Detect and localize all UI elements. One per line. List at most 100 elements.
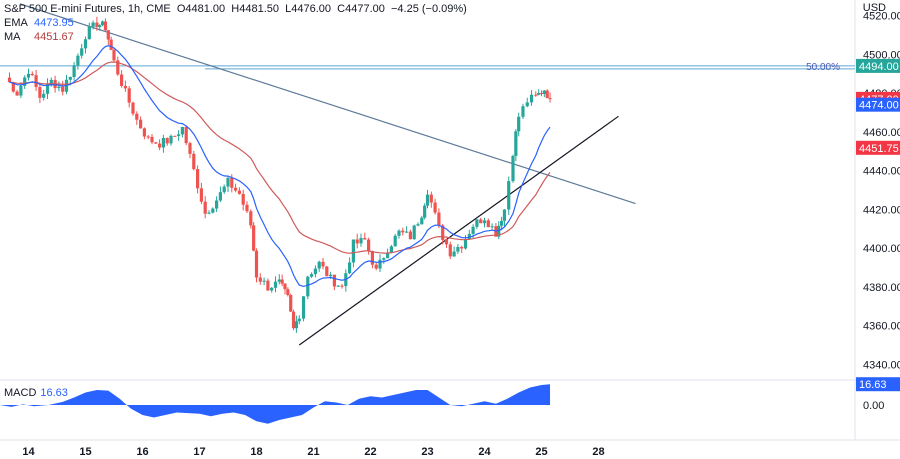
candle-body — [511, 155, 515, 182]
candle-body — [15, 91, 19, 96]
candle-body — [539, 92, 544, 95]
candle-body — [367, 239, 371, 252]
candle-body — [479, 219, 483, 224]
candle-body — [226, 177, 230, 187]
candle-body — [61, 86, 65, 92]
candle-body — [19, 85, 23, 96]
candle-body — [87, 26, 91, 40]
candle-body — [23, 77, 27, 86]
price-badge — [856, 58, 900, 73]
price-tick-label: 4500.00 — [863, 49, 900, 61]
candle-body — [127, 88, 131, 103]
candle-body — [180, 126, 184, 135]
macd-label: MACD — [4, 387, 37, 399]
candle-body — [340, 285, 344, 287]
high-label: H — [231, 3, 240, 15]
candle-body — [57, 86, 61, 89]
candle-body — [7, 77, 12, 83]
candle-body — [475, 219, 479, 227]
candle-body — [363, 238, 367, 240]
candle-body — [116, 60, 120, 75]
candle-body — [386, 252, 390, 259]
candle-body — [266, 280, 270, 291]
candle-body — [456, 246, 460, 252]
symbol-title[interactable]: S&P 500 E-mini Futures, 1h, CME — [4, 3, 171, 15]
candle-body — [252, 225, 256, 251]
candle-body — [525, 102, 529, 107]
candle-body — [139, 119, 143, 129]
currency-label[interactable]: USD — [862, 2, 886, 14]
candle-body — [437, 212, 441, 226]
ema-value: 4473.95 — [34, 17, 74, 29]
candle-body — [471, 226, 475, 234]
open-value: 4481.00 — [185, 3, 226, 15]
price-badge — [856, 140, 900, 155]
low-value: 4476.00 — [291, 3, 332, 15]
close-value: 4477.00 — [345, 3, 385, 15]
date-tick-label: 16 — [136, 446, 148, 458]
ema-row[interactable]: EMA 4473.95 — [4, 16, 467, 30]
candle-body — [401, 230, 405, 233]
candle-body — [306, 276, 310, 297]
candle-body — [374, 264, 378, 269]
candle-body — [91, 22, 95, 27]
candle-body — [241, 193, 245, 205]
candle-body — [286, 289, 290, 296]
ma-label: MA — [4, 31, 21, 43]
candle-body — [165, 138, 169, 144]
price-badge — [856, 97, 900, 112]
candle-body — [154, 142, 158, 144]
candle-body — [161, 138, 165, 148]
candle-body — [486, 220, 490, 228]
candle-body — [412, 225, 416, 240]
candle-body — [49, 79, 53, 84]
candle-body — [433, 202, 437, 213]
trendline-descending — [19, 3, 636, 205]
ema-line — [9, 45, 551, 288]
candle-body — [188, 143, 192, 154]
date-tick-label: 24 — [478, 446, 491, 458]
candle-body — [378, 259, 382, 269]
candle-body — [237, 190, 241, 194]
candle-body — [199, 188, 203, 202]
candle-body — [301, 296, 306, 319]
price-tick-label: 4440.00 — [863, 166, 900, 178]
candle-body — [280, 279, 284, 284]
candle-body — [382, 258, 386, 260]
candle-body — [146, 136, 150, 138]
date-tick-label: 21 — [307, 446, 319, 458]
candle-body — [408, 231, 412, 240]
candle-body — [448, 244, 452, 257]
ma-row[interactable]: MA 4451.67 — [4, 30, 467, 44]
date-tick-label: 25 — [535, 446, 547, 458]
candle-body — [537, 92, 541, 95]
candle-body — [68, 76, 72, 80]
candle-body — [336, 285, 340, 287]
candle-body — [490, 226, 494, 228]
candle-body — [359, 238, 363, 244]
candle-body — [348, 262, 352, 274]
candle-body — [425, 194, 430, 206]
candle-body — [355, 239, 359, 244]
candle-body — [103, 21, 108, 31]
candle-body — [101, 21, 105, 26]
ma-value: 4451.67 — [34, 31, 74, 43]
candle-body — [502, 209, 507, 221]
candle-body — [444, 239, 449, 245]
candle-body — [514, 131, 518, 156]
candle-body — [534, 94, 538, 96]
macd-legend[interactable]: MACD 16.63 — [4, 387, 68, 399]
candle-body — [389, 246, 393, 253]
candle-body — [517, 116, 521, 132]
candle-body — [234, 187, 238, 191]
candle-body — [332, 274, 336, 287]
candle-body — [109, 39, 113, 50]
candle-body — [420, 217, 424, 225]
candle-body — [283, 283, 287, 290]
candle-body — [393, 235, 397, 247]
candle-body — [416, 224, 420, 226]
candle-body — [460, 246, 464, 249]
candle-body — [273, 281, 278, 288]
date-tick-label: 17 — [193, 446, 205, 458]
